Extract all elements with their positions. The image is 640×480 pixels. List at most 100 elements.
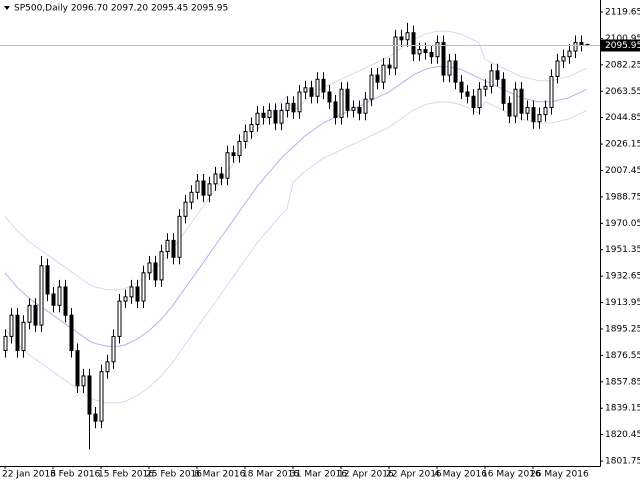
candle-body xyxy=(327,91,332,103)
candle-body xyxy=(15,314,20,352)
candle-body xyxy=(405,32,410,41)
x-tick-label: 16 May 2016 xyxy=(482,470,541,480)
candle-body xyxy=(423,49,428,53)
candle-body xyxy=(81,375,86,387)
candle-body xyxy=(213,173,218,185)
candle-body xyxy=(537,114,542,123)
candle-body xyxy=(465,91,470,97)
candle-body xyxy=(123,296,128,302)
y-tick-label: 2044.85 xyxy=(605,113,640,123)
candle-body xyxy=(549,75,554,109)
candle-body xyxy=(57,286,62,306)
candle-body xyxy=(555,60,560,77)
y-tick-label: 2063.55 xyxy=(605,87,640,97)
candle-body xyxy=(105,361,110,373)
candle-body xyxy=(273,109,278,124)
candle-body xyxy=(147,262,152,274)
y-tick-label: 2026.15 xyxy=(605,140,640,150)
x-tick-label: 31 Mar 2016 xyxy=(290,470,347,480)
x-tick-label: 8 Mar 2016 xyxy=(194,470,246,480)
candle-body xyxy=(525,107,530,114)
candle-body xyxy=(195,180,200,193)
y-tick-label: 1970.05 xyxy=(605,219,640,229)
candle-body xyxy=(99,371,104,422)
y-tick-label: 1876.55 xyxy=(605,351,640,361)
y-tick-label: 1988.75 xyxy=(605,192,640,202)
y-tick-label: 1913.95 xyxy=(605,298,640,308)
candle-body xyxy=(183,201,188,217)
candle-body xyxy=(51,293,56,306)
candle-body xyxy=(69,314,74,352)
candle-body xyxy=(483,85,488,90)
y-tick-label: 1820.45 xyxy=(605,430,640,440)
candle-body xyxy=(579,42,584,45)
candle-body xyxy=(165,239,170,253)
x-tick-label: 15 Feb 2016 xyxy=(98,470,154,480)
candle-body xyxy=(9,314,14,337)
x-tick-label: 3 Feb 2016 xyxy=(50,470,101,480)
candle-body xyxy=(225,152,230,179)
candle-body xyxy=(441,42,446,76)
x-tick-label: 12 Apr 2016 xyxy=(338,470,394,480)
candle-body xyxy=(237,140,242,157)
candle-body xyxy=(567,50,572,58)
candle-body xyxy=(129,286,134,298)
y-tick-label: 1857.85 xyxy=(605,377,640,387)
candle-body xyxy=(207,183,212,196)
y-tick-label: 2119.65 xyxy=(605,8,640,18)
candle-body xyxy=(339,88,344,118)
candle-body xyxy=(21,321,26,352)
dropdown-icon xyxy=(4,6,10,10)
last-price-tag xyxy=(601,39,640,52)
candle-body xyxy=(291,102,296,113)
candle-body xyxy=(399,36,404,41)
candle-body xyxy=(429,51,434,58)
candle-body xyxy=(33,304,38,326)
candle-body xyxy=(309,87,314,97)
candle-body xyxy=(285,102,290,111)
candle-body xyxy=(333,101,338,118)
candle-body xyxy=(363,98,368,114)
candle-body xyxy=(435,42,440,58)
y-tick-label: 1951.35 xyxy=(605,245,640,255)
candle-body xyxy=(111,335,116,363)
candle-body xyxy=(249,124,254,133)
y-tick-label: 2082.25 xyxy=(605,60,640,70)
x-tick-label: 22 Jan 2016 xyxy=(2,470,56,480)
candle-body xyxy=(171,239,176,258)
candle-body xyxy=(471,95,476,109)
candle-body xyxy=(87,375,92,415)
candle-body xyxy=(447,60,452,76)
candle-body xyxy=(381,64,386,83)
candle-body xyxy=(297,91,302,113)
candle-body xyxy=(477,88,482,109)
candle-body xyxy=(39,265,44,326)
x-tick-label: 26 May 2016 xyxy=(530,470,589,480)
candle-body xyxy=(507,102,512,117)
candle-body xyxy=(93,413,98,422)
candle-body xyxy=(261,112,266,118)
candle-body xyxy=(231,152,236,157)
candle-body xyxy=(177,215,182,258)
y-tick-label: 1895.25 xyxy=(605,324,640,334)
y-tick-label: 1932.65 xyxy=(605,272,640,282)
candle-body xyxy=(345,88,350,111)
candle-body xyxy=(411,32,416,55)
candle-body xyxy=(153,262,158,281)
candle-body xyxy=(27,304,32,323)
x-tick-label: 25 Feb 2016 xyxy=(146,470,202,480)
candle-body xyxy=(267,109,272,118)
candle-body xyxy=(501,78,506,104)
candle-body xyxy=(543,107,548,116)
candle-body xyxy=(201,180,206,196)
y-tick-label: 2100.95 xyxy=(605,34,640,44)
y-tick-label: 2007.45 xyxy=(605,166,640,176)
candle-body xyxy=(75,350,80,387)
candle-body xyxy=(375,74,380,83)
candle-body xyxy=(45,265,50,295)
candle-body xyxy=(63,286,68,316)
chart-title: SP500,Daily 2096.70 2097.20 2095.45 2095… xyxy=(14,4,228,14)
x-tick-label: 22 Apr 2016 xyxy=(386,470,442,480)
